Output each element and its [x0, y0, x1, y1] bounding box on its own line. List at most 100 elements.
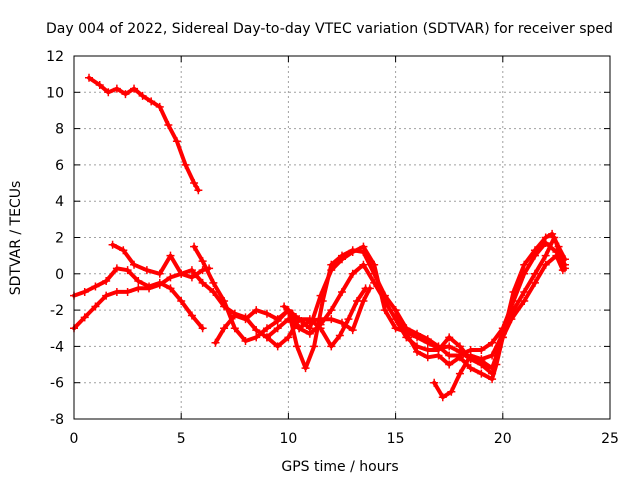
grid-lines — [74, 56, 610, 419]
y-axis-label: SDTVAR / TECUs — [8, 181, 24, 296]
data-point — [112, 264, 121, 273]
data-point — [295, 324, 304, 333]
x-tick-label: 10 — [279, 431, 297, 447]
data-point — [550, 233, 559, 242]
y-tick-label: 8 — [55, 122, 64, 138]
data-point — [134, 277, 143, 286]
data-point — [230, 311, 239, 320]
data-point — [155, 102, 164, 111]
data-point — [344, 315, 353, 324]
data-point — [187, 273, 196, 282]
data-point — [477, 355, 486, 364]
data-point — [190, 179, 199, 188]
data-point — [295, 315, 304, 324]
data-point — [292, 342, 301, 351]
series-track-9 — [430, 233, 569, 402]
data-point — [102, 277, 111, 286]
data-point — [220, 297, 229, 306]
data-point — [305, 315, 314, 324]
data-point — [119, 246, 128, 255]
data-point — [121, 90, 130, 99]
data-point — [262, 333, 271, 342]
data-point — [166, 284, 175, 293]
data-point — [310, 342, 319, 351]
data-point — [520, 260, 529, 269]
data-point — [434, 351, 443, 360]
data-point — [288, 309, 297, 318]
data-point — [353, 297, 362, 306]
series-track-2 — [70, 264, 214, 333]
data-point — [104, 88, 113, 97]
data-point — [123, 287, 132, 296]
data-point — [404, 333, 413, 342]
data-point — [530, 269, 539, 278]
y-tick-label: 2 — [55, 231, 64, 247]
data-point — [166, 273, 175, 282]
data-point — [391, 306, 400, 315]
data-point — [335, 331, 344, 340]
data-point — [164, 120, 173, 129]
data-point — [434, 344, 443, 353]
data-point — [305, 324, 314, 333]
series-trace — [110, 242, 372, 340]
data-point — [134, 284, 143, 293]
data-point — [520, 297, 529, 306]
data-point — [209, 278, 218, 287]
data-point — [172, 137, 181, 146]
data-point — [209, 287, 218, 296]
data-point — [85, 73, 94, 82]
x-tick-label: 0 — [70, 431, 79, 447]
data-point — [541, 260, 550, 269]
data-point — [284, 333, 293, 342]
data-point — [220, 324, 229, 333]
data-point — [361, 284, 370, 293]
data-point — [447, 387, 456, 396]
data-point — [509, 287, 518, 296]
data-point — [155, 269, 164, 278]
data-point — [102, 291, 111, 300]
data-point — [455, 369, 464, 378]
data-point — [273, 342, 282, 351]
data-point — [187, 311, 196, 320]
data-point — [145, 282, 154, 291]
data-point — [190, 242, 199, 251]
data-point — [187, 266, 196, 275]
data-point — [241, 315, 250, 324]
data-point — [198, 257, 207, 266]
data-point — [252, 306, 261, 315]
data-point — [348, 326, 357, 335]
axis-ticks: 0 5 10 15 20 25 -8 -6 -4 -2 0 2 4 6 8 10 12 — [46, 49, 619, 447]
x-axis-label: GPS time / hours — [281, 459, 398, 475]
data-point — [91, 302, 100, 311]
data-point — [552, 251, 561, 260]
data-point — [123, 266, 132, 275]
series-track-1 — [85, 73, 203, 195]
data-point — [80, 287, 89, 296]
data-point — [181, 160, 190, 169]
y-tick-label: 6 — [55, 158, 64, 174]
data-point — [488, 338, 497, 347]
data-point — [488, 351, 497, 360]
data-point — [138, 91, 147, 100]
data-point — [177, 269, 186, 278]
data-point — [530, 246, 539, 255]
data-point — [230, 324, 239, 333]
data-point — [423, 346, 432, 355]
data-point — [316, 291, 325, 300]
data-point — [445, 333, 454, 342]
x-tick-label: 15 — [387, 431, 405, 447]
data-point — [166, 251, 175, 260]
y-tick-label: -6 — [50, 376, 64, 392]
chart-title: Day 004 of 2022, Sidereal Day-to-day VTE… — [46, 21, 613, 37]
data-point — [430, 378, 439, 387]
data-point — [142, 266, 151, 275]
data-point — [327, 306, 336, 315]
y-tick-label: 4 — [55, 194, 64, 210]
data-point — [252, 333, 261, 342]
data-point — [359, 260, 368, 269]
data-point — [130, 260, 139, 269]
data-point — [155, 278, 164, 287]
data-point — [530, 278, 539, 287]
data-point — [413, 333, 422, 342]
data-point — [130, 84, 139, 93]
